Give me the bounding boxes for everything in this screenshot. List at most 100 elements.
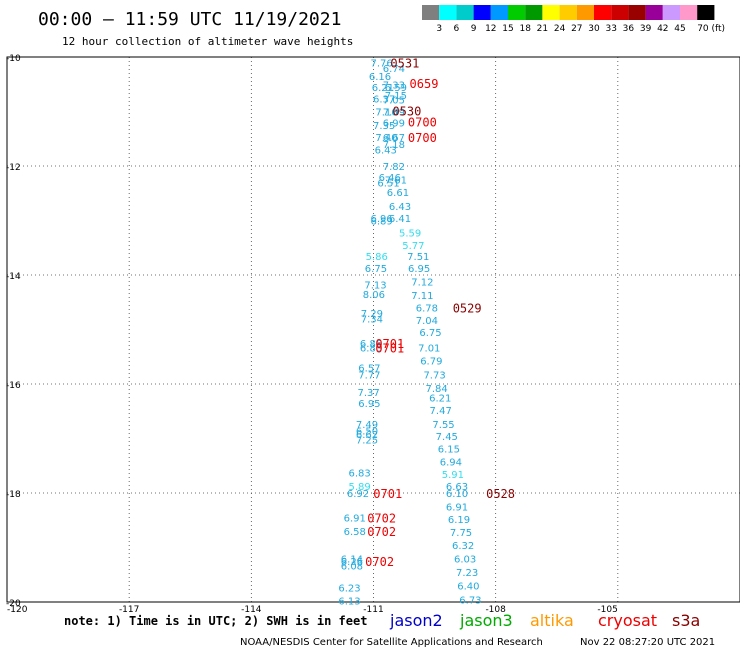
pass-time-label: 0530 — [392, 104, 421, 118]
colorbar-swatch — [628, 5, 646, 20]
wave-height-value: 6.46 — [379, 173, 401, 184]
x-tick-label: -108 — [485, 605, 506, 615]
pass-time-label: 0702 — [367, 512, 396, 526]
wave-height-value: 5.77 — [402, 241, 424, 252]
colorbar-swatch — [439, 5, 457, 20]
wave-height-value: 7.12 — [411, 278, 433, 289]
pass-time-label: 0528 — [486, 487, 515, 501]
wave-height-value: 6.16 — [369, 72, 391, 83]
chart-title: 00:00 — 11:59 UTC 11/19/2021 — [38, 9, 341, 30]
x-tick-label: -117 — [119, 605, 139, 615]
colorbar-label: 15 — [502, 24, 513, 34]
colorbar-label: 24 — [554, 24, 566, 34]
colorbar-label: 42 — [657, 24, 668, 34]
colorbar-label: 21 — [537, 24, 548, 34]
y-tick-label: -16 — [6, 381, 21, 391]
wave-height-value: 6.15 — [438, 444, 460, 455]
wave-height-value: 6.99 — [383, 118, 405, 129]
wave-height-value: 5.59 — [399, 228, 421, 239]
wave-height-value: 6.26 — [341, 557, 363, 568]
legend-cryosat: cryosat — [598, 611, 657, 630]
colorbar-swatch — [662, 5, 680, 20]
wave-height-value: 7.16 — [375, 108, 397, 119]
x-axis-ticks: -120 -117 -114 -111 -108 -105 — [7, 605, 618, 615]
colorbar-label: 39 — [640, 24, 652, 34]
x-tick-label: -105 — [597, 605, 617, 615]
colorbar-label: 18 — [519, 24, 531, 34]
pass-time-label: 0702 — [367, 525, 396, 539]
wave-height-value: 6.75 — [419, 328, 441, 339]
pass-time-label: 0659 — [410, 77, 439, 91]
wave-height-value: 7.15 — [385, 91, 407, 102]
wave-height-value: 7.75 — [450, 528, 472, 539]
wave-height-value: 5.91 — [442, 470, 464, 481]
wave-height-value: 5.89 — [349, 482, 371, 493]
wave-height-value: 6.21 — [429, 394, 451, 405]
wave-height-value: 6.67 — [383, 133, 405, 144]
wave-height-value: 6.37 — [373, 94, 395, 105]
wave-height-value: 7.45 — [436, 432, 458, 443]
wave-height-value: 7.55 — [432, 420, 454, 431]
wave-height-value: 6.91 — [344, 514, 366, 525]
wave-height-value: 7.33 — [383, 80, 405, 91]
pass-time-label: 0702 — [365, 555, 394, 569]
wave-height-value: 7.40 — [375, 133, 397, 144]
y-axis-ticks: -10 -12 -14 -16 -18 -20 — [6, 54, 21, 609]
wave-height-value: 6.50 — [356, 426, 378, 437]
wave-height-value: 6.13 — [338, 596, 360, 607]
wave-height-value: 7.23 — [456, 568, 478, 579]
y-tick-label: -20 — [6, 599, 21, 609]
footer-timestamp: Nov 22 08:27:20 UTC 2021 — [580, 637, 715, 648]
colorbar-swatch — [559, 5, 577, 20]
wave-height-value: 6.23 — [338, 583, 360, 594]
pass-time-label: 0531 — [390, 56, 419, 70]
wave-height-value: 7.25 — [356, 436, 378, 447]
colorbar-label: 27 — [571, 24, 582, 34]
colorbar: 3 6 9 12 15 18 21 24 27 30 33 36 39 42 45 70 (ft) — [422, 5, 725, 34]
x-tick-label: -111 — [363, 605, 383, 615]
wave-height-value: 7.04 — [416, 316, 438, 327]
colorbar-swatch — [645, 5, 663, 20]
gridlines — [7, 57, 740, 602]
x-tick-label: -114 — [241, 605, 262, 615]
wave-height-value: 6.51 — [377, 178, 399, 189]
y-tick-label: -12 — [6, 163, 21, 173]
wave-height-value: 6.89 — [371, 217, 393, 228]
footer-credit: NOAA/NESDIS Center for Satellite Applica… — [240, 637, 543, 648]
wave-height-value: 6.74 — [383, 64, 405, 75]
wave-height-value: 6.43 — [389, 202, 411, 213]
wave-height-value: 6.83 — [360, 343, 382, 354]
wave-height-value: 6.59 — [385, 83, 407, 94]
wave-height-value: 7.01 — [418, 343, 440, 354]
wave-height-value: 6.95 — [408, 264, 430, 275]
wave-height-value: 6.08 — [341, 561, 363, 572]
wave-height-value: 7.11 — [411, 291, 433, 302]
wave-height-value: 6.63 — [446, 482, 468, 493]
colorbar-swatch — [576, 5, 594, 20]
plot-frame — [6, 56, 740, 603]
wave-height-value: 8.06 — [363, 290, 385, 301]
wave-height-value: 7.05 — [383, 96, 405, 107]
colorbar-label: 6 — [454, 24, 460, 34]
colorbar-label: 33 — [605, 24, 616, 34]
wave-height-value: 7.61 — [385, 176, 407, 187]
colorbar-swatch — [508, 5, 526, 20]
wave-height-value: 6.62 — [356, 430, 378, 441]
pass-time-label: 0700 — [408, 115, 437, 129]
pass-time-label: 0701 — [375, 337, 404, 351]
x-tick-label: -120 — [7, 605, 28, 615]
colorbar-swatch — [611, 5, 629, 20]
colorbar-label: 3 — [436, 24, 442, 34]
wave-height-value: 6.19 — [448, 515, 470, 526]
wave-height-value: 6.32 — [452, 541, 474, 552]
wave-height-labels: 7.766.746.167.336.216.597.156.377.057.16… — [338, 58, 481, 607]
y-tick-label: -18 — [6, 490, 21, 500]
wave-height-value: 7.51 — [407, 252, 429, 263]
wave-height-value: 7.35 — [373, 121, 395, 132]
wave-height-value: 6.58 — [344, 527, 366, 538]
wave-height-value: 6.21 — [372, 83, 394, 94]
footer-note: note: 1) Time is in UTC; 2) SWH is in fe… — [64, 614, 367, 628]
wave-height-value: 6.96 — [371, 214, 393, 225]
